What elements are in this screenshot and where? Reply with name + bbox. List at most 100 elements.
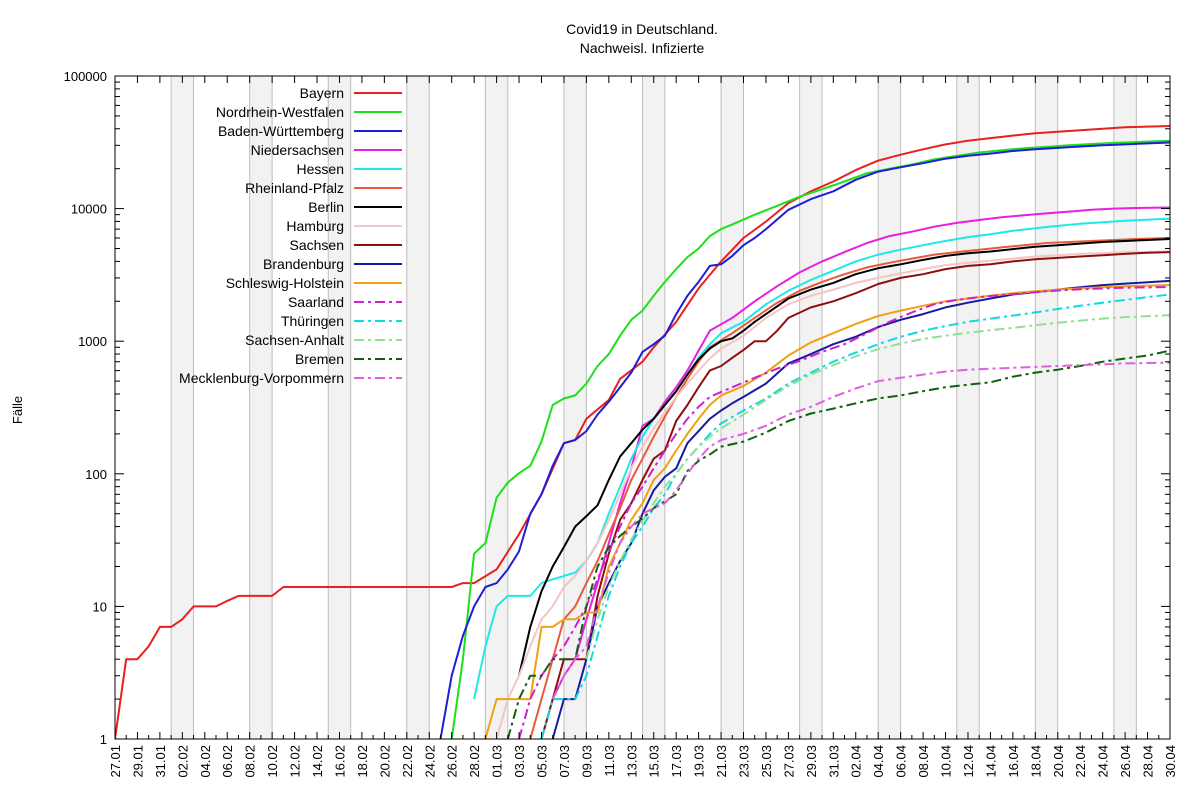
x-tick-label: 02.02	[175, 745, 190, 778]
series-line-12	[540, 293, 1170, 739]
x-tick-label: 11.03	[602, 745, 617, 777]
legend-label: Hessen	[297, 161, 344, 177]
legend-label: Baden-Württemberg	[218, 123, 344, 139]
x-tick-label: 20.02	[377, 745, 392, 778]
x-tick-label: 08.04	[916, 745, 931, 778]
series-line-1	[450, 139, 1170, 739]
x-tick-label: 14.02	[310, 745, 325, 778]
y-axis-label: Fälle	[10, 396, 25, 424]
x-tick-label: 07.03	[557, 745, 572, 778]
x-tick-label: 17.03	[669, 745, 684, 778]
x-tick-label: 20.04	[1051, 745, 1066, 778]
x-tick-label: 18.02	[355, 745, 370, 778]
x-tick-label: 26.02	[445, 745, 460, 778]
weekend-shading	[170, 76, 1137, 739]
weekend-band	[642, 76, 665, 739]
x-tick-label: 22.02	[400, 745, 415, 778]
y-tick-label: 100	[85, 467, 107, 482]
weekend-band	[1035, 76, 1058, 739]
x-tick-label: 30.04	[1163, 745, 1178, 778]
legend-label: Sachsen-Anhalt	[245, 332, 344, 348]
series-line-10	[484, 284, 1170, 739]
x-tick-label: 31.03	[826, 745, 841, 778]
x-tick-label: 24.02	[422, 745, 437, 778]
series-line-11	[518, 286, 1170, 739]
legend-label: Schleswig-Holstein	[226, 275, 344, 291]
legend-label: Berlin	[308, 199, 344, 215]
chart-subtitle: Nachweisl. Infizierte	[580, 40, 705, 56]
weekend-band	[249, 76, 273, 739]
x-tick-label: 15.03	[647, 745, 662, 778]
x-tick-label: 26.04	[1118, 745, 1133, 778]
series-line-0	[115, 125, 1170, 739]
series-line-8	[540, 251, 1170, 739]
x-tick-label: 09.03	[579, 745, 594, 778]
x-tick-label: 18.04	[1028, 745, 1043, 778]
series-line-7	[495, 250, 1170, 739]
legend-label: Bayern	[300, 85, 344, 101]
weekend-band	[485, 76, 508, 739]
x-tick-label: 28.02	[467, 745, 482, 778]
x-tick-label: 22.04	[1073, 745, 1088, 778]
x-tick-label: 08.02	[243, 745, 258, 778]
x-tick-label: 23.03	[737, 745, 752, 778]
series-line-15	[551, 361, 1170, 700]
x-tick-label: 24.04	[1096, 745, 1111, 778]
x-tick-label: 05.03	[534, 745, 549, 778]
x-tick-label: 13.03	[624, 745, 639, 778]
series-lines	[115, 125, 1170, 739]
x-tick-label: 29.03	[804, 745, 819, 778]
x-tick-label: 16.02	[332, 745, 347, 778]
x-tick-label: 06.02	[220, 745, 235, 778]
legend-label: Brandenburg	[263, 256, 344, 272]
legend-label: Hamburg	[286, 218, 344, 234]
x-tick-label: 10.02	[265, 745, 280, 778]
legend-label: Bremen	[295, 351, 344, 367]
x-tick-label: 01.03	[490, 745, 505, 778]
x-tick-label: 25.03	[759, 745, 774, 778]
series-line-5	[529, 237, 1170, 739]
x-tick-label: 16.04	[1006, 745, 1021, 778]
x-tick-label: 19.03	[692, 745, 707, 778]
y-tick-label: 1000	[78, 334, 107, 349]
y-tick-label: 10	[93, 599, 107, 614]
x-tick-label: 10.04	[939, 745, 954, 778]
legend-label: Mecklenburg-Vorpommern	[179, 370, 344, 386]
x-tick-label: 28.04	[1141, 745, 1156, 778]
x-tick-label: 29.01	[130, 745, 145, 778]
x-tick-label: 27.03	[781, 745, 796, 778]
series-line-4	[473, 217, 1170, 700]
series-line-14	[506, 349, 1170, 739]
x-tick-label: 27.01	[108, 745, 123, 778]
legend: Bayern Nordrhein-Westfalen Baden-Württembe…	[179, 85, 402, 386]
y-tick-label: 10000	[71, 202, 107, 217]
weekend-band	[328, 76, 351, 739]
x-tick-label: 06.04	[894, 745, 909, 778]
weekend-band	[406, 76, 430, 739]
chart-title: Covid19 in Deutschland.	[566, 21, 718, 37]
series-line-2	[439, 141, 1170, 739]
y-tick-label: 100000	[64, 69, 107, 84]
legend-label: Thüringen	[281, 313, 344, 329]
y-tick-label: 1	[100, 732, 107, 747]
weekend-band	[878, 76, 901, 739]
legend-label: Saarland	[288, 294, 344, 310]
x-tick-label: 04.02	[198, 745, 213, 778]
weekend-band	[721, 76, 744, 739]
x-tick-label: 12.02	[288, 745, 303, 778]
series-line-6	[518, 238, 1170, 676]
x-tick-label: 03.03	[512, 745, 527, 778]
legend-label: Rheinland-Pfalz	[245, 180, 344, 196]
x-tick-label: 04.04	[871, 745, 886, 778]
weekend-band	[171, 76, 194, 739]
x-tick-label: 02.04	[849, 745, 864, 778]
x-tick-label: 12.04	[961, 745, 976, 778]
weekend-band	[956, 76, 980, 739]
y-axis: 1 10 100 1000 10000 100000	[64, 69, 1170, 747]
weekend-band	[1113, 76, 1137, 739]
legend-label: Nordrhein-Westfalen	[216, 104, 344, 120]
series-line-13	[585, 314, 1170, 660]
x-tick-label: 31.01	[153, 745, 168, 778]
x-tick-label: 21.03	[714, 745, 729, 778]
